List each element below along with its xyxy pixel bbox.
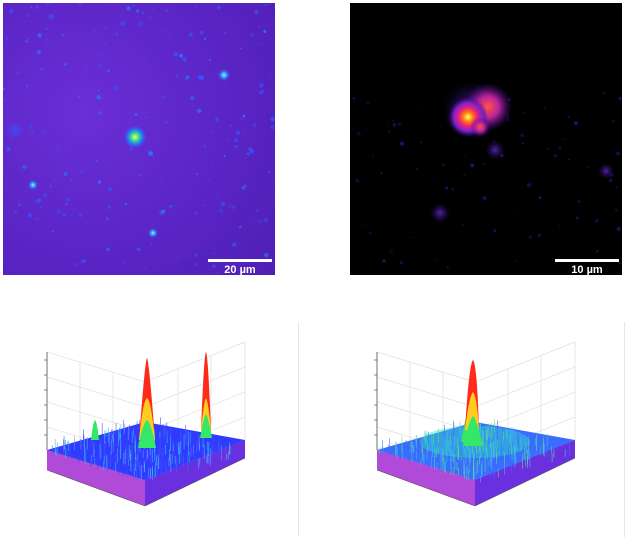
surface-top: [377, 422, 575, 480]
scale-bar: [208, 259, 272, 262]
bright-particle: [218, 69, 230, 81]
dim-particle: [430, 203, 450, 223]
intensity-peak: [91, 420, 99, 440]
surface-plot-3d: [374, 341, 576, 507]
fluorescence-image-zoomed-texture: [351, 81, 622, 269]
panel-divider: [298, 322, 299, 537]
fluorescence-image-wide-field: 20 µm: [3, 3, 275, 275]
dim-particle: [598, 163, 614, 179]
fluorescence-image-zoomed: 10 µm: [350, 3, 622, 275]
particle-lobe: [470, 117, 490, 137]
particle-lobe: [485, 140, 505, 160]
bright-particle: [28, 180, 38, 190]
surface-plot-3d: [44, 341, 246, 507]
surface-plot-zoomed: [365, 330, 590, 530]
scale-bar-label: 10 µm: [571, 264, 603, 275]
fluorescence-image-wide-field-texture: [3, 3, 275, 274]
scale-bar-label: 20 µm: [224, 264, 256, 275]
bright-particle: [148, 228, 158, 238]
bright-particle: [124, 126, 146, 148]
scale-bar: [555, 259, 619, 262]
surface-plot-wide-field: [35, 330, 260, 530]
dim-particle: [6, 121, 24, 139]
